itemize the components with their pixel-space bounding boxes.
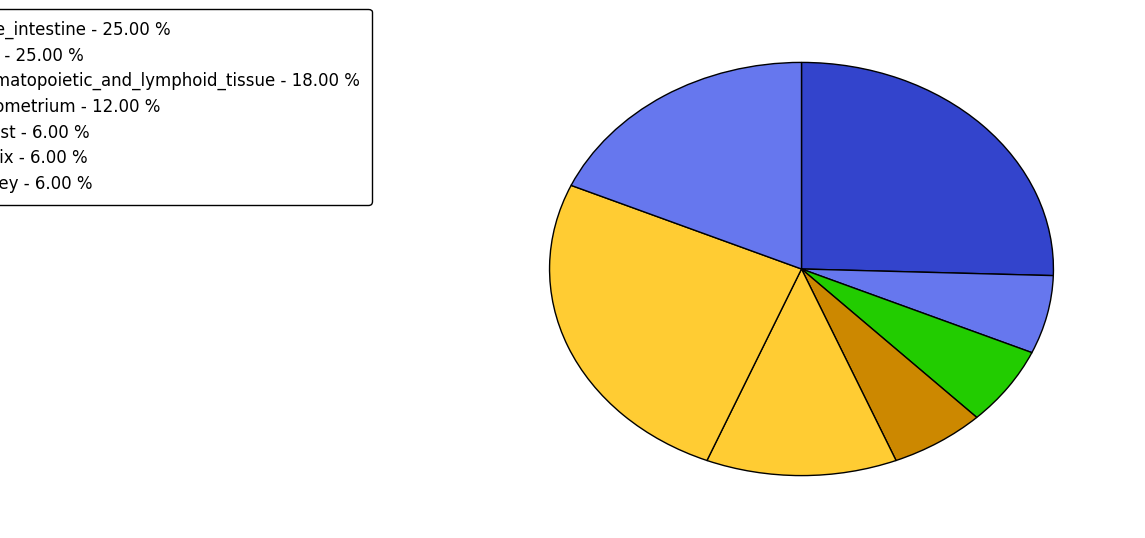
Wedge shape: [802, 62, 1053, 275]
Wedge shape: [802, 269, 977, 461]
Wedge shape: [802, 269, 1053, 352]
Wedge shape: [802, 269, 1032, 417]
Legend: large_intestine - 25.00 %, lung - 25.00 %, haematopoietic_and_lymphoid_tissue - : large_intestine - 25.00 %, lung - 25.00 …: [0, 9, 372, 205]
Wedge shape: [706, 269, 897, 476]
Wedge shape: [571, 62, 802, 269]
Wedge shape: [550, 186, 802, 461]
